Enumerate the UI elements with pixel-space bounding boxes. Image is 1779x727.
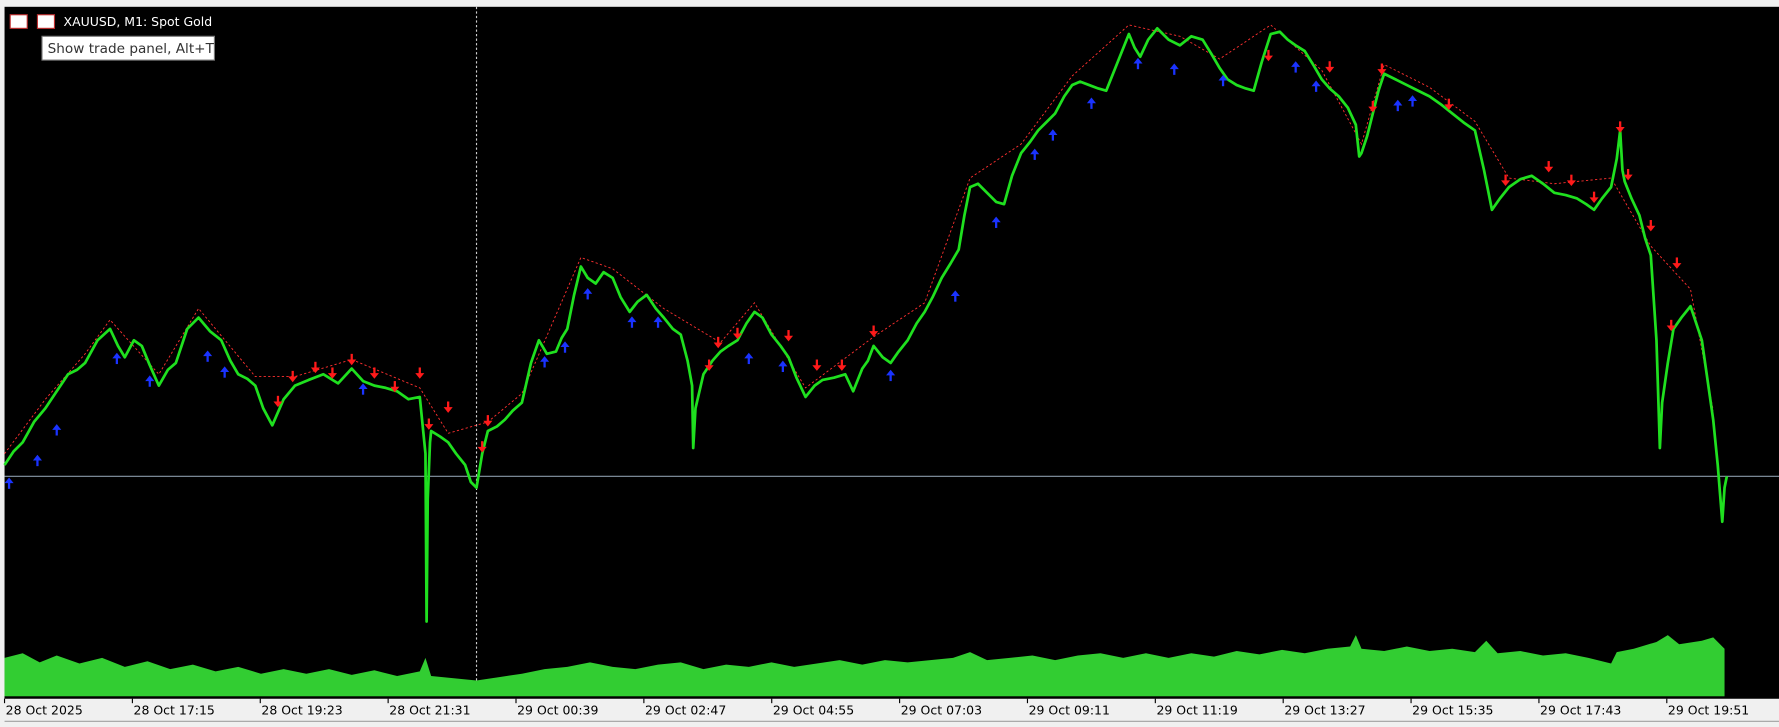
time-label: 28 Oct 19:23 [261, 703, 342, 718]
time-label: 29 Oct 00:39 [517, 703, 598, 718]
chart-title: XAUUSD, M1: Spot Gold [64, 14, 213, 29]
time-label: 29 Oct 15:35 [1412, 703, 1493, 718]
price-series [3, 26, 1729, 623]
time-label: 29 Oct 11:19 [1156, 703, 1237, 718]
time-label: 28 Oct 17:15 [134, 703, 215, 718]
time-label: 28 Oct 21:31 [389, 703, 470, 718]
tooltip-text: Show trade panel, Alt+T [48, 41, 215, 57]
chart-bottom [4, 696, 1779, 699]
volume [4, 635, 1725, 697]
time-label: 29 Oct 17:43 [1540, 703, 1621, 718]
time-label: 29 Oct 02:47 [645, 703, 726, 718]
chart-icon[interactable] [9, 14, 28, 29]
time-label: 29 Oct 09:11 [1029, 703, 1110, 718]
time-label: 29 Oct 13:27 [1284, 703, 1365, 718]
time-axis: 28 Oct 2025 28 Oct 17:15 28 Oct 19:23 28 Oc… [3, 698, 1749, 718]
time-label: 29 Oct 04:55 [773, 703, 854, 718]
tooltip [41, 35, 216, 61]
band-line [4, 24, 1714, 454]
trade-panel-icon[interactable] [36, 14, 56, 29]
time-label: 28 Oct 2025 [6, 703, 83, 718]
chart-area [4, 6, 1779, 699]
time-label: 29 Oct 19:51 [1668, 703, 1749, 718]
time-label: 29 Oct 07:03 [901, 703, 982, 718]
